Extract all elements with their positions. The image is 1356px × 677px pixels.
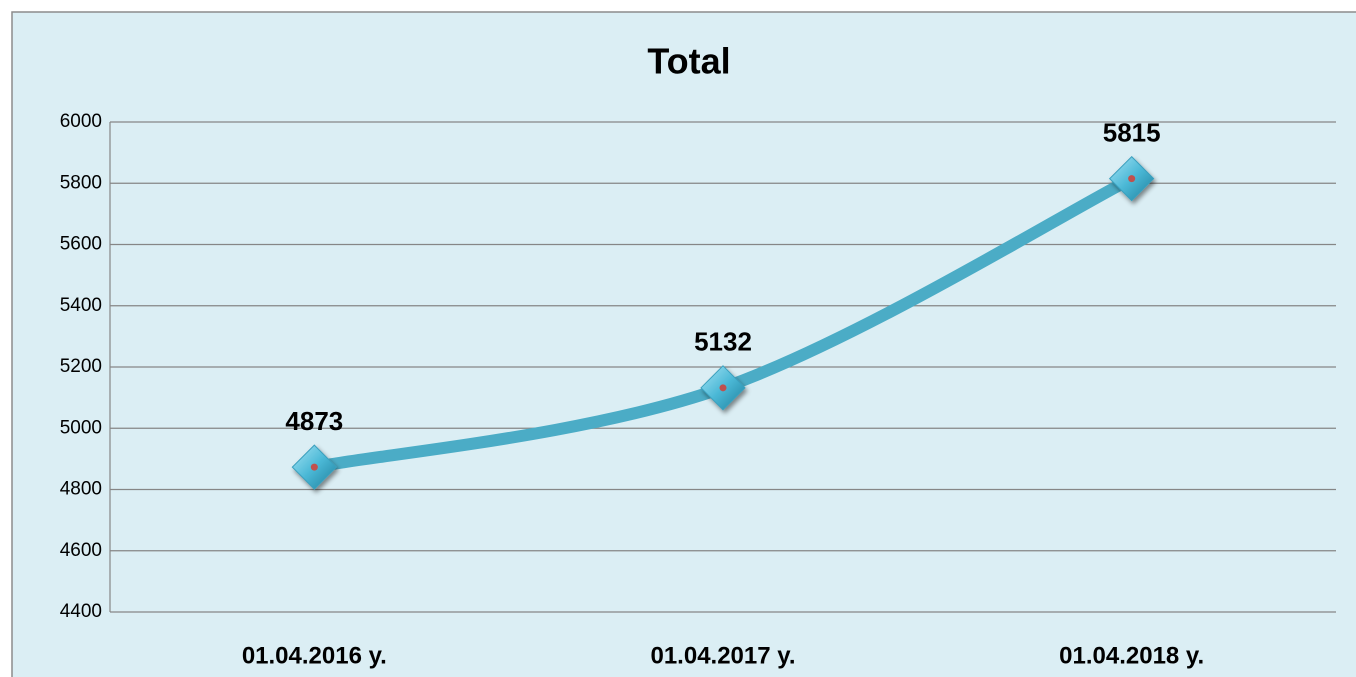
marker-dot [310,463,318,471]
y-tick-label: 5800 [60,172,102,193]
marker-dot [1128,175,1136,183]
y-tick-label: 4600 [60,540,102,561]
y-tick-label: 5200 [60,356,102,377]
y-tick-label: 5600 [60,234,102,255]
chart-frame [11,11,1356,677]
y-tick-label: 5400 [60,295,102,316]
data-label: 4873 [285,406,343,436]
marker-dot [719,384,727,392]
chart-title: Total [647,41,730,82]
data-label: 5815 [1103,118,1161,148]
y-tick-label: 6000 [60,111,102,132]
y-tick-label: 4800 [60,479,102,500]
x-tick-label: 01.04.2016 y. [242,642,387,669]
y-tick-label: 5000 [60,417,102,438]
x-tick-label: 01.04.2018 y. [1059,642,1204,669]
x-tick-label: 01.04.2017 y. [650,642,795,669]
data-label: 5132 [694,327,752,357]
y-tick-label: 4400 [60,601,102,622]
